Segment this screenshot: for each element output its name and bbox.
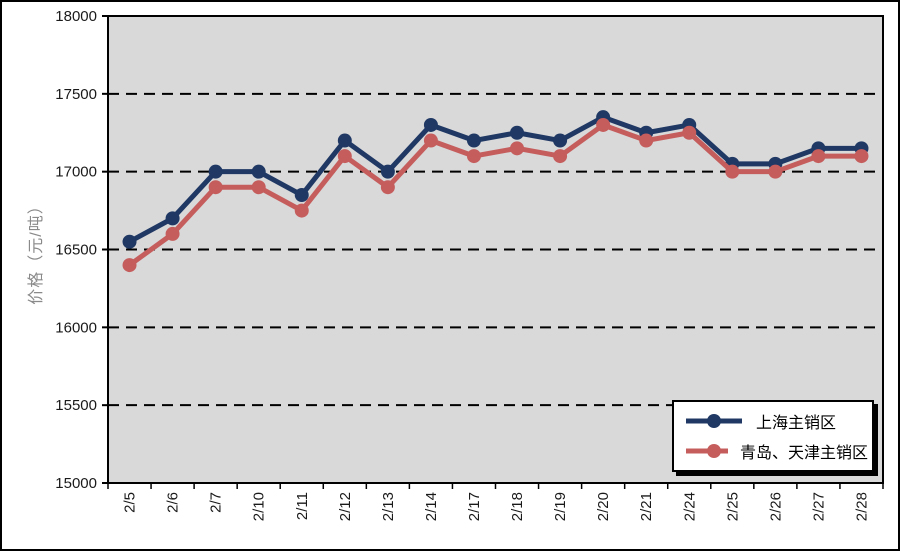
y-tick-label: 15500	[55, 397, 97, 414]
y-tick-label: 17000	[55, 164, 97, 181]
data-point-series-1	[251, 180, 266, 195]
series-line-0	[127, 114, 864, 245]
data-point-series-1	[337, 149, 352, 164]
x-tick-label: 2/7	[208, 492, 225, 513]
x-tick-label: 2/6	[165, 492, 182, 513]
legend-item-shanghai: 上海主销区	[684, 409, 868, 433]
x-tick-label: 2/19	[552, 492, 569, 521]
data-point-series-0	[165, 211, 180, 226]
data-point-series-0	[251, 164, 266, 179]
legend-item-qingdao-tianjin: 青岛、天津主销区	[684, 439, 868, 463]
data-point-series-1	[553, 149, 568, 164]
x-tick-label: 2/28	[853, 492, 870, 521]
x-tick-label: 2/12	[337, 492, 354, 521]
y-tick-label: 16500	[55, 242, 97, 259]
data-point-series-1	[466, 149, 481, 164]
data-point-series-1	[768, 164, 783, 179]
data-point-series-1	[596, 117, 611, 132]
data-point-series-0	[380, 164, 395, 179]
series-line-1	[127, 122, 864, 268]
data-point-series-1	[208, 180, 223, 195]
data-point-series-1	[294, 203, 309, 218]
x-tick-label: 2/25	[724, 492, 741, 521]
x-tick-label: 2/14	[423, 492, 440, 521]
data-point-series-0	[122, 234, 137, 249]
x-tick-label: 2/5	[122, 492, 139, 513]
x-tick-label: 2/26	[767, 492, 784, 521]
x-tick-label: 2/27	[810, 492, 827, 521]
data-point-series-1	[380, 180, 395, 195]
x-tick-label: 2/10	[251, 492, 268, 521]
y-tick-label: 15000	[55, 475, 97, 492]
data-point-series-1	[725, 164, 740, 179]
data-point-series-0	[294, 188, 309, 203]
legend-line-marker-icon	[686, 414, 742, 429]
data-point-series-1	[122, 258, 137, 273]
data-point-series-0	[510, 125, 525, 140]
y-tick-label: 16000	[55, 319, 97, 336]
data-point-series-0	[423, 117, 438, 132]
data-point-series-1	[854, 149, 869, 164]
data-point-series-0	[337, 133, 352, 148]
y-tick-label: 18000	[55, 8, 97, 25]
x-tick-label: 2/20	[595, 492, 612, 521]
data-point-series-1	[423, 133, 438, 148]
data-point-series-1	[682, 125, 697, 140]
data-point-series-1	[165, 226, 180, 241]
x-tick-label: 2/18	[509, 492, 526, 521]
x-tick-label: 2/21	[638, 492, 655, 521]
data-point-series-1	[811, 149, 826, 164]
y-tick-label: 17500	[55, 86, 97, 103]
legend: 上海主销区 青岛、天津主销区	[672, 400, 874, 472]
x-tick-label: 2/17	[466, 492, 483, 521]
legend-label-qingdao-tianjin: 青岛、天津主销区	[739, 444, 868, 462]
x-tick-label: 2/24	[681, 492, 698, 521]
legend-label-shanghai: 上海主销区	[756, 415, 837, 433]
x-tick-label: 2/11	[294, 492, 311, 520]
data-point-series-0	[466, 133, 481, 148]
data-point-series-1	[639, 133, 654, 148]
legend-line-marker-icon	[686, 443, 728, 458]
data-point-series-1	[510, 141, 525, 156]
data-point-series-0	[208, 164, 223, 179]
x-tick-label: 2/13	[380, 492, 397, 521]
data-point-series-0	[553, 133, 568, 148]
